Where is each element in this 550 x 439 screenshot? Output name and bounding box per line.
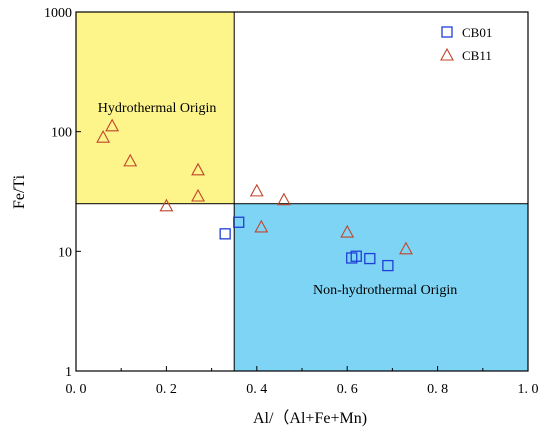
cb11-point	[191, 188, 205, 202]
region-non-hydrothermal	[233, 203, 529, 372]
y-tick-label: 10	[58, 245, 72, 260]
cb01-point	[350, 250, 362, 262]
cb11-point	[276, 192, 291, 206]
axis-ticks: 0. 0 0. 2 0. 4 0. 6 0. 8 1. 0 1 10 100 1000	[44, 6, 539, 397]
cb01-point	[219, 228, 231, 240]
axis-titles: Al/（Al+Fe+Mn) Fe/Ti	[11, 174, 367, 427]
data-points	[96, 118, 413, 272]
legend-marker-cb01	[441, 26, 453, 38]
cb11-point	[340, 224, 355, 238]
x-tick-label: 0. 0	[66, 382, 87, 397]
regions: Hydrothermal Origin Non-hydrothermal Orig…	[75, 11, 529, 372]
legend-marker-cb11	[440, 47, 454, 61]
y-tick-label: 1	[65, 365, 72, 380]
cb01-point	[233, 216, 245, 228]
cb11-point	[123, 153, 138, 167]
x-tick-label: 1. 0	[518, 382, 539, 397]
cb01-point	[364, 252, 376, 265]
region-hydrothermal	[75, 11, 235, 205]
legend: CB01 CB11	[440, 25, 492, 63]
x-tick-label: 0. 4	[246, 382, 267, 397]
y-axis-title: Fe/Ti	[11, 174, 28, 209]
cb11-point	[105, 118, 120, 132]
legend-label-cb01: CB01	[462, 25, 492, 40]
cb11-point	[249, 183, 264, 197]
region-label-non-hydrothermal: Non-hydrothermal Origin	[313, 283, 457, 298]
legend-label-cb11: CB11	[462, 48, 492, 63]
x-tick-label: 0. 8	[427, 382, 448, 397]
cb11-point	[254, 219, 269, 233]
x-tick-label: 0. 6	[337, 382, 358, 397]
y-tick-label: 1000	[44, 6, 72, 21]
cb11-point	[399, 241, 413, 255]
cb11-point	[159, 198, 174, 212]
x-axis-title: Al/（Al+Fe+Mn)	[253, 409, 367, 427]
y-tick-label: 100	[51, 126, 72, 141]
x-tick-label: 0. 2	[156, 382, 177, 397]
region-label-hydrothermal: Hydrothermal Origin	[98, 101, 217, 116]
cb11-point	[96, 129, 111, 143]
cb11-point	[191, 162, 205, 176]
cb01-point	[382, 259, 394, 272]
